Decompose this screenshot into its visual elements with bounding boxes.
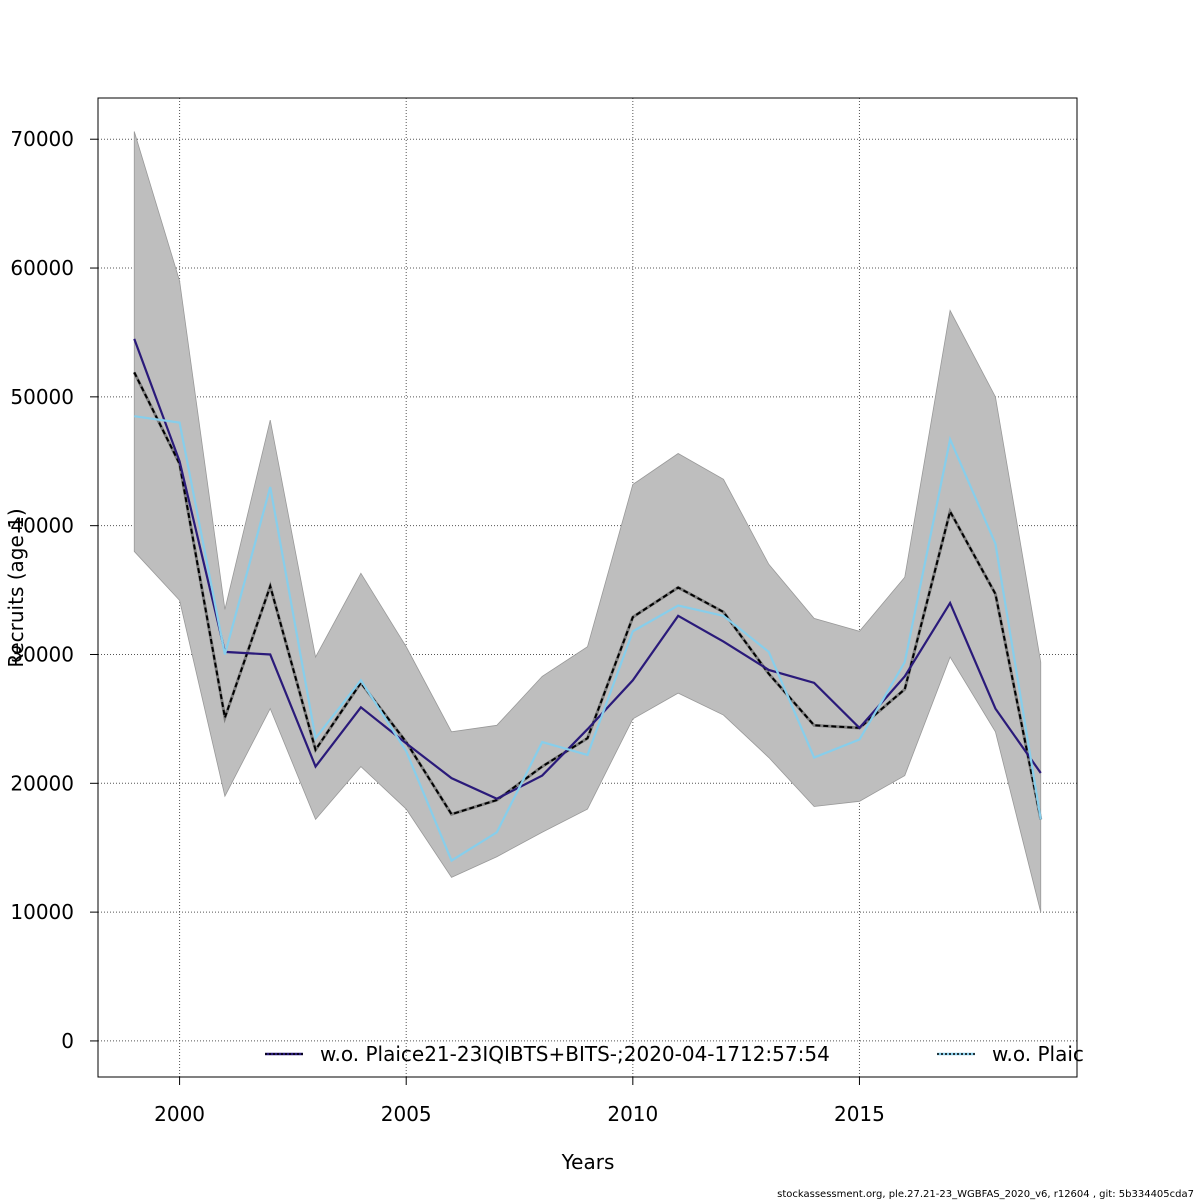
plot-frame bbox=[97, 97, 1078, 1078]
series-line-3 bbox=[134, 415, 1042, 863]
series-layer bbox=[132, 338, 1043, 863]
x-tick-label: 2010 bbox=[607, 1102, 658, 1126]
y-axis: 0 10000 20000 30000 40000 50000 60000 70000 bbox=[10, 127, 98, 1053]
y-tick-label: 70000 bbox=[10, 127, 74, 151]
footer-credit: stockassessment.org, ple.27.21-23_WGBFAS… bbox=[777, 1189, 1194, 1200]
confidence-band bbox=[133, 131, 1042, 913]
series-line-1 bbox=[133, 371, 1042, 820]
legend-label-1: w.o. Plaice21-23IQIBTS+BITS-;2020-04-171… bbox=[320, 1042, 830, 1066]
legend: w.o. Plaice21-23IQIBTS+BITS-;2020-04-171… bbox=[265, 1042, 1084, 1066]
confidence-band-layer bbox=[133, 131, 1042, 913]
y-tick-label: 20000 bbox=[10, 771, 74, 795]
x-axis: 2000 2005 2010 2015 bbox=[154, 1077, 885, 1126]
x-tick-label: 2000 bbox=[154, 1102, 205, 1126]
y-tick-label: 0 bbox=[61, 1029, 74, 1053]
x-tick-label: 2015 bbox=[834, 1102, 885, 1126]
series-line-2 bbox=[133, 338, 1042, 800]
y-tick-label: 60000 bbox=[10, 256, 74, 280]
y-axis-title: Recruits (age 1) bbox=[4, 508, 28, 667]
y-tick-label: 40000 bbox=[10, 514, 74, 538]
y-tick-label: 30000 bbox=[10, 642, 74, 666]
x-axis-title: Years bbox=[561, 1150, 615, 1174]
x-tick-label: 2005 bbox=[381, 1102, 432, 1126]
y-tick-label: 10000 bbox=[10, 900, 74, 924]
legend-label-2: w.o. Plaic bbox=[992, 1042, 1084, 1066]
y-tick-label: 50000 bbox=[10, 385, 74, 409]
